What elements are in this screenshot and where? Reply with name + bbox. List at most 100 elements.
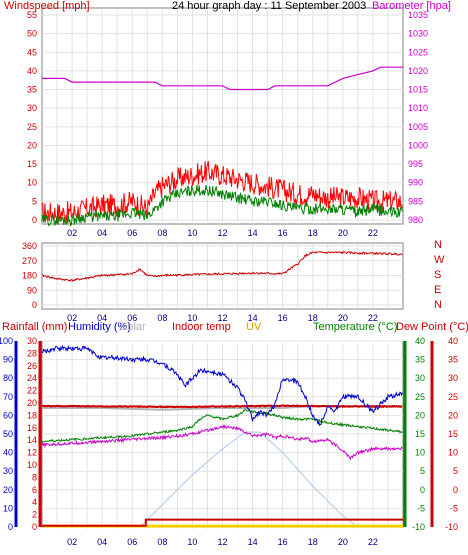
right-tick-label: 1005 (408, 122, 428, 132)
dewpoint-tick-label: 25 (448, 392, 458, 402)
rainfall-tick-label: 22 (27, 386, 37, 396)
left-tick-label: 0 (32, 215, 37, 225)
dewpoint-tick-label: 30 (448, 373, 458, 383)
dewpoint-tick-label: 10 (448, 448, 458, 458)
wind-barometer-panel: 0510152025303540455055980985990995100010… (4, 0, 451, 238)
humidity-tick-label: 40 (3, 448, 13, 458)
left-tick-label: 50 (27, 29, 37, 39)
wind-line (41, 184, 403, 227)
rainfall-tick-label: 8 (32, 472, 37, 482)
direction-tick-label: 360 (22, 241, 37, 251)
panel-3-tick-labels: 0102030405060708090100024681012141618202… (0, 336, 458, 547)
left-tick-label: 20 (27, 140, 37, 150)
left-tick-label: 35 (27, 85, 37, 95)
legend-uv: UV (246, 321, 262, 333)
right-tick-label: 1010 (408, 103, 428, 113)
humidity-tick-label: 10 (3, 503, 13, 513)
x-tick-label: 10 (187, 313, 197, 323)
right-tick-label: 1025 (408, 47, 428, 57)
rainfall-tick-label: 14 (27, 435, 37, 445)
humidity-tick-label: 50 (3, 429, 13, 439)
legend-temperature: Temperature (°C) (313, 321, 397, 333)
left-tick-label: 30 (27, 103, 37, 113)
temperature-tick-label: 20 (415, 410, 425, 420)
temperature-tick-label: -5 (417, 503, 425, 513)
panel-3-legend: Rainfall (mm) Humidity (%) Solar Indoor … (2, 321, 468, 333)
compass-label: E (434, 284, 441, 296)
rainfall-tick-label: 24 (27, 373, 37, 383)
direction-tick-label: 180 (22, 271, 37, 281)
x-tick-label: 08 (157, 537, 167, 547)
indoor-line (41, 404, 403, 409)
x-tick-label: 22 (368, 313, 378, 323)
x-tick-label: 14 (248, 537, 258, 547)
left-tick-label: 5 (32, 196, 37, 206)
rainfall-tick-label: 16 (27, 423, 37, 433)
solar_radiation-line (139, 431, 359, 528)
temperature-tick-label: 40 (415, 336, 425, 346)
legend-dew-point: Dew Point (°C) (396, 321, 468, 333)
temperature-tick-label: 15 (415, 429, 425, 439)
x-tick-label: 06 (127, 228, 137, 238)
x-tick-label: 16 (278, 228, 288, 238)
x-tick-label: 14 (248, 228, 258, 238)
humidity-tick-label: 80 (3, 373, 13, 383)
rainfall-tick-label: 12 (27, 448, 37, 458)
compass-label: N (434, 239, 442, 251)
x-tick-label: 02 (67, 228, 77, 238)
panel-1-grid (42, 10, 403, 222)
left-tick-label: 40 (27, 66, 37, 76)
temperature-line (41, 408, 403, 443)
right-tick-label: 1020 (408, 66, 428, 76)
humidity-tick-label: 90 (3, 355, 13, 365)
x-tick-label: 18 (308, 313, 318, 323)
temperature-tick-label: -10 (412, 522, 425, 532)
x-tick-label: 08 (157, 228, 167, 238)
humidity-tick-label: 0 (8, 522, 13, 532)
left-tick-label: 10 (27, 178, 37, 188)
temperature-tick-label: 5 (420, 466, 425, 476)
x-tick-label: 10 (187, 228, 197, 238)
gust-line (41, 160, 403, 224)
humidity-tick-label: 100 (0, 336, 13, 346)
wind-direction-line (41, 251, 403, 283)
x-tick-label: 12 (217, 537, 227, 547)
x-tick-label: 16 (278, 313, 288, 323)
right-tick-label: 1030 (408, 29, 428, 39)
rainfall-line (42, 518, 403, 527)
rainfall-tick-label: 28 (27, 348, 37, 358)
x-tick-label: 10 (187, 537, 197, 547)
dewpoint-tick-label: 35 (448, 355, 458, 365)
x-tick-label: 12 (217, 228, 227, 238)
dewpoint-tick-label: 5 (453, 466, 458, 476)
x-tick-label: 12 (217, 313, 227, 323)
right-tick-label: 990 (408, 178, 423, 188)
direction-tick-label: 90 (27, 285, 37, 295)
left-tick-label: 15 (27, 159, 37, 169)
legend-rainfall: Rainfall (mm) (2, 321, 67, 333)
x-tick-label: 02 (67, 537, 77, 547)
rainfall-tick-label: 30 (27, 336, 37, 346)
x-tick-label: 18 (308, 228, 318, 238)
humidity-line (41, 344, 403, 426)
right-axis-label: Barometer [hpa] (372, 0, 451, 12)
rainfall-tick-label: 10 (27, 460, 37, 470)
temperature-tick-label: 10 (415, 448, 425, 458)
x-tick-label: 02 (67, 313, 77, 323)
compass-label: S (434, 269, 441, 281)
dewpoint-tick-label: 0 (453, 485, 458, 495)
rainfall-tick-label: 4 (32, 497, 37, 507)
x-tick-label: 20 (338, 313, 348, 323)
left-axis-label: Windspeed [mph] (4, 0, 90, 12)
x-tick-label: 18 (308, 537, 318, 547)
panel-1-series (41, 66, 403, 227)
rainfall-tick-label: 0 (32, 522, 37, 532)
compass-label: W (434, 254, 445, 266)
x-tick-label: 20 (338, 537, 348, 547)
x-tick-label: 06 (127, 313, 137, 323)
dewpoint-tick-label: 40 (448, 336, 458, 346)
rainfall-tick-label: 6 (32, 485, 37, 495)
x-tick-label: 14 (248, 313, 258, 323)
